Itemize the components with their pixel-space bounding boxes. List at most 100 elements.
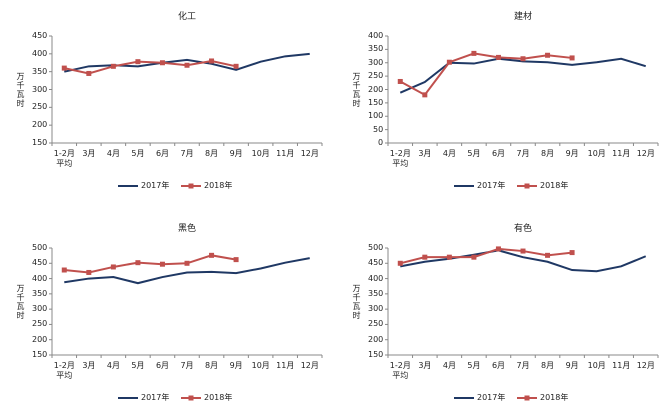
point (135, 260, 141, 266)
point (86, 70, 92, 76)
legend-label: 2018年 (540, 393, 569, 402)
x-tick-label: 11月 (276, 361, 295, 370)
legend-label: 2017年 (477, 393, 506, 402)
point (545, 52, 551, 58)
point (495, 246, 501, 252)
y-tick-label: 450 (32, 31, 48, 40)
series-line (399, 52, 573, 97)
y-tick-label: 250 (32, 102, 48, 112)
point (61, 65, 67, 71)
point (446, 254, 452, 260)
y-tick-label: 200 (32, 334, 48, 344)
y-tick-label: 200 (368, 334, 384, 344)
legend-label: 2018年 (204, 393, 233, 402)
y-tick-label: 150 (368, 350, 384, 359)
point (110, 63, 116, 69)
series-line (400, 247, 573, 265)
point (233, 63, 239, 69)
x-tick-label: 8月 (541, 361, 555, 370)
legend-label: 2017年 (141, 393, 170, 402)
legend-marker (524, 395, 530, 401)
point (397, 260, 403, 266)
x-tick-label: 1-2月 平均 (53, 149, 75, 168)
y-tick-label: 200 (32, 120, 48, 130)
point (520, 56, 526, 62)
legend-label: 2017年 (477, 181, 506, 190)
series-line (64, 59, 237, 75)
y-tick-label: 200 (368, 84, 384, 94)
legend-marker (188, 395, 194, 401)
series-line (64, 254, 237, 274)
y-tick-label: 50 (373, 124, 384, 134)
y-tick-label: 100 (368, 111, 384, 121)
x-tick-label: 4月 (442, 361, 456, 370)
y-tick-label: 150 (368, 97, 384, 107)
x-tick-label: 4月 (442, 149, 456, 158)
y-tick-label: 250 (368, 71, 384, 81)
x-tick-label: 11月 (612, 149, 631, 158)
legend-marker (188, 183, 194, 189)
point (184, 260, 190, 266)
point (110, 264, 116, 270)
x-tick-label: 12月 (636, 149, 655, 158)
y-tick-label: 250 (368, 319, 384, 329)
y-tick-label: 450 (368, 258, 384, 268)
y-tick-label: 450 (32, 258, 48, 268)
x-tick-label: 10月 (587, 361, 606, 370)
series-line (400, 249, 647, 273)
point (209, 58, 215, 64)
series-line (399, 57, 647, 94)
point (233, 257, 239, 263)
x-tick-label: 3月 (82, 361, 96, 370)
y-tick-label: 400 (32, 48, 48, 58)
y-tick-label: 500 (32, 243, 48, 252)
y-tick-label: 250 (32, 319, 48, 329)
x-tick-label: 6月 (155, 361, 170, 370)
point (135, 59, 141, 65)
y-tick-label: 0 (378, 138, 384, 147)
x-tick-label: 4月 (106, 149, 120, 158)
chart-title: 建材 (514, 12, 533, 22)
chart-title: 有色 (514, 224, 533, 234)
x-tick-label: 11月 (612, 361, 631, 370)
point (569, 55, 575, 61)
x-tick-label: 3月 (418, 361, 432, 370)
x-tick-label: 5月 (467, 149, 481, 158)
x-tick-label: 6月 (491, 361, 506, 370)
point (471, 254, 477, 260)
y-tick-label: 500 (368, 243, 384, 252)
x-tick-label: 9月 (565, 361, 579, 370)
y-axis-label: 万千瓦时 (352, 283, 361, 320)
point (569, 250, 575, 256)
chart-title: 化工 (178, 12, 197, 22)
x-tick-label: 6月 (491, 149, 506, 158)
point (86, 269, 92, 275)
point (446, 59, 452, 65)
point (471, 50, 477, 56)
point (520, 248, 526, 254)
x-tick-label: 9月 (565, 149, 579, 158)
series-line (64, 257, 310, 285)
x-tick-label: 7月 (516, 149, 530, 158)
point (159, 60, 165, 66)
point (422, 92, 428, 98)
y-axis-label: 万千瓦时 (16, 71, 25, 108)
x-tick-label: 5月 (467, 361, 481, 370)
x-tick-label: 10月 (587, 149, 606, 158)
y-tick-label: 300 (368, 57, 384, 67)
legend-marker (524, 183, 530, 189)
y-tick-label: 300 (368, 304, 384, 314)
point (545, 252, 551, 258)
y-tick-label: 400 (32, 273, 48, 283)
series-line (64, 52, 310, 73)
x-tick-label: 10月 (251, 361, 270, 370)
chart-title: 黑色 (178, 224, 197, 234)
legend-label: 2017年 (141, 181, 170, 190)
x-tick-label: 10月 (251, 149, 270, 158)
x-tick-label: 7月 (516, 361, 530, 370)
x-tick-label: 11月 (276, 149, 295, 158)
y-tick-label: 350 (32, 288, 48, 298)
y-tick-label: 350 (368, 44, 384, 54)
